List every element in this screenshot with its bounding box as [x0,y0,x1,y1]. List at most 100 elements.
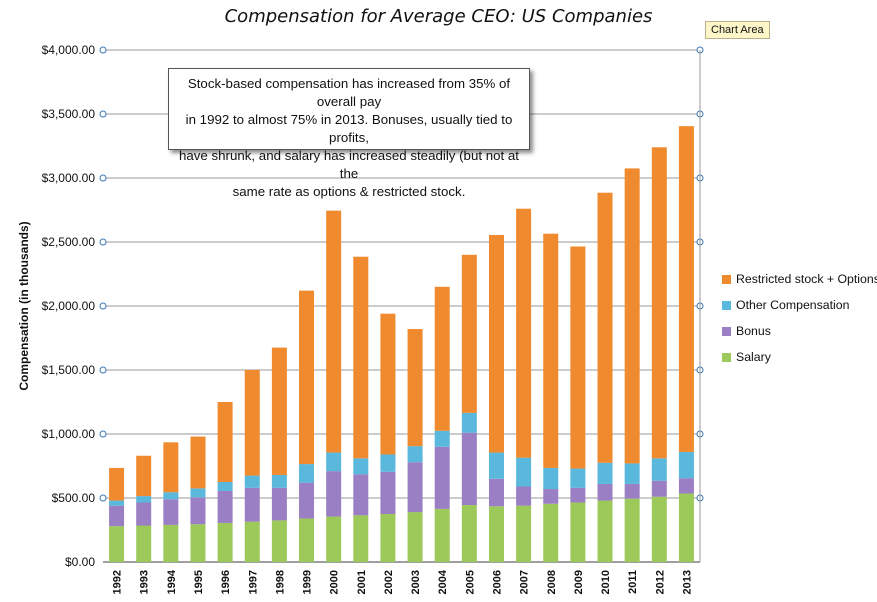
bar-segment [624,498,640,562]
bar-segment [488,452,504,479]
legend-label: Bonus [736,324,771,338]
bar-segment [299,482,315,519]
x-tick-label: 2013 [681,570,693,594]
bar-segment [597,500,613,562]
annotation-line: Stock-based compensation has increased f… [187,76,511,109]
bar-segment [516,208,532,458]
x-tick-label: 1995 [193,570,205,594]
bar-segment [217,522,233,562]
annotation-line: in 1992 to almost 75% in 2013. Bonuses, … [185,112,513,145]
bar-segment [678,493,694,562]
bar-segment [543,467,559,490]
x-tick-label: 1993 [139,570,151,594]
bar-segment [244,475,260,488]
bar-segment [136,455,152,497]
bar-segment [597,483,613,501]
bar-segment [597,462,613,484]
bar-segment [407,512,423,562]
y-tick-label: $2,000.00 [42,299,96,313]
selection-handle [99,366,107,374]
bar-segment [516,486,532,506]
y-tick-label: $3,500.00 [42,107,96,121]
bar-segment [461,505,477,562]
bar-segment [488,478,504,507]
bar-segment [326,516,342,562]
bar-segment [434,446,450,509]
y-tick-label: $0.00 [65,555,95,569]
x-tick-label: 1994 [166,569,178,594]
bar-segment [326,471,342,517]
bar-segment [434,430,450,447]
bar-segment [624,463,640,484]
x-tick-label: 2005 [464,570,476,594]
bar-segment [380,454,396,472]
annotation-line: same rate as options & restricted stock. [232,184,466,199]
x-tick-label: 1997 [247,570,259,594]
bar-segment [353,515,369,562]
bar-segment [543,489,559,504]
bar-segment [190,524,206,562]
bar-segment [326,452,342,472]
legend-label: Restricted stock + Options [736,272,877,286]
bar-segment [109,505,125,527]
bar-segment [678,478,694,494]
selection-handle [99,46,107,54]
annotation-line: have shrunk, and salary has increased st… [178,148,519,181]
legend-swatch [722,353,731,362]
bar-segment [516,505,532,562]
legend-swatch [722,275,731,284]
selection-handle [99,494,107,502]
x-tick-label: 2008 [546,570,558,594]
bar-segment [299,464,315,483]
y-tick-label: $1,500.00 [42,363,96,377]
bar-segment [109,500,125,506]
bar-segment [407,446,423,463]
x-tick-label: 1992 [112,570,124,594]
y-tick-label: $500.00 [52,491,96,505]
bar-segment [570,487,586,503]
bar-segment [271,487,287,521]
bar-segment [597,192,613,463]
y-tick-label: $3,000.00 [42,171,96,185]
selection-handle [99,238,107,246]
x-tick-label: 2006 [491,570,503,594]
x-tick-label: 2004 [437,569,449,594]
bar-segment [163,524,179,562]
x-tick-label: 1996 [220,570,232,594]
bar-segment [407,462,423,513]
bar-segment [434,286,450,431]
y-axis-title: Compensation (in thousands) [17,221,31,390]
bar-segment [163,442,179,493]
y-tick-label: $2,500.00 [42,235,96,249]
x-tick-label: 2012 [654,570,666,594]
bar-segment [461,254,477,413]
bar-segment [651,496,667,562]
x-tick-label: 2003 [410,570,422,594]
bar-segment [326,210,342,453]
bar-segment [353,256,369,459]
bar-segment [136,502,152,526]
bar-segment [461,432,477,506]
bar-segment [217,402,233,482]
x-tick-label: 2002 [383,570,395,594]
selection-handle [99,430,107,438]
bar-segment [190,436,206,489]
bar-segment [190,488,206,498]
bar-segment [488,506,504,562]
bar-segment [136,496,152,503]
selection-handle [99,174,107,182]
bar-segment [407,329,423,447]
bar-segment [353,474,369,516]
bar-segment [651,147,667,459]
bar-segment [271,520,287,562]
bar-segment [380,313,396,455]
bar-segment [488,234,504,453]
bar-segment [244,521,260,562]
bar-segment [217,490,233,523]
x-tick-label: 2001 [356,570,368,594]
bar-segment [624,168,640,464]
bar-segment [678,126,694,452]
legend-label: Other Compensation [736,298,850,312]
bar-segment [271,347,287,475]
